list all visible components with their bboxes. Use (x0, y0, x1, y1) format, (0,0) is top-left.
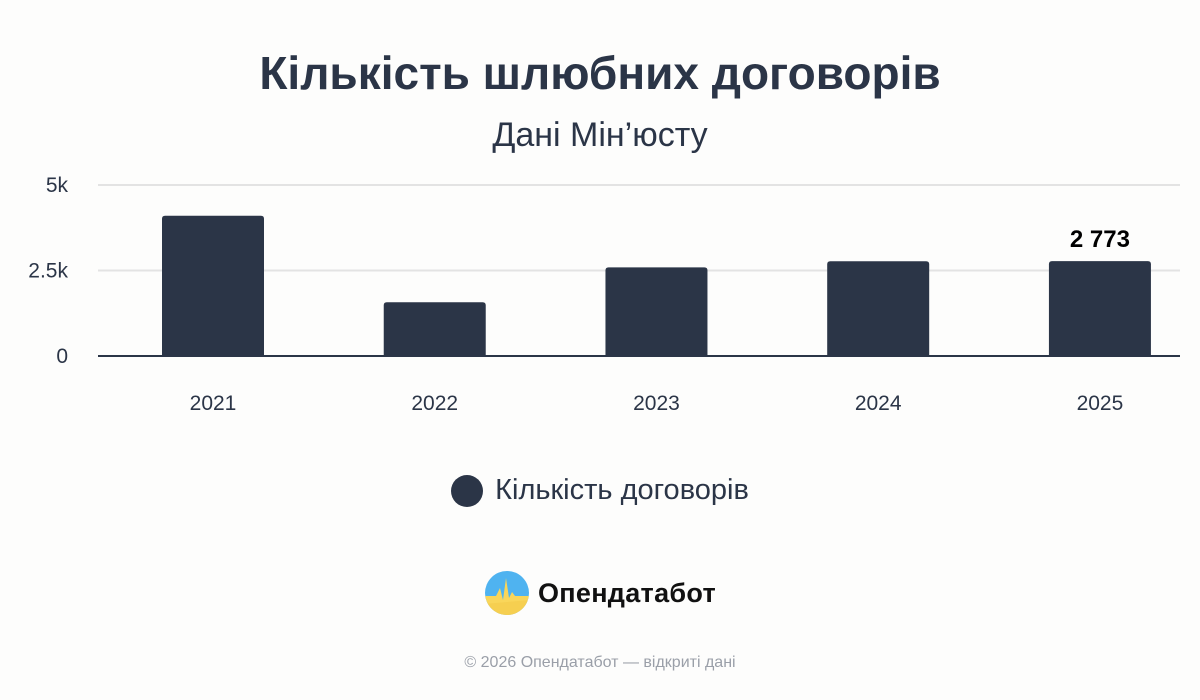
y-tick-label: 2.5k (28, 260, 68, 283)
x-tick-label: 2025 (1077, 392, 1124, 415)
chart-title: Кількість шлюбних договорів (259, 47, 941, 99)
chart-subtitle: Дані Мін’юсту (492, 116, 708, 154)
x-tick-label: 2021 (190, 392, 237, 415)
x-tick-label: 2023 (633, 392, 680, 415)
x-tick-label: 2024 (855, 392, 902, 415)
bar-chart: 0 2.5k 5k 2021 2022 2023 2024 2025 2 773 (28, 174, 1180, 415)
y-tick-label: 0 (56, 345, 68, 368)
opendatabot-logo-icon (484, 571, 529, 615)
footer-copyright: © 2026 Опендатабот — відкриті дані (464, 654, 736, 671)
y-tick-label: 5k (46, 174, 69, 197)
legend-label: Кількість договорів (495, 474, 749, 506)
bar-2025 (1048, 261, 1151, 356)
data-label: 2 773 (1070, 226, 1130, 253)
brand-name: Опендатабот (537, 577, 717, 608)
brand: Опендатабот (0, 570, 1200, 616)
bar-2024 (827, 261, 930, 356)
bar-2022 (383, 302, 486, 356)
legend[interactable]: Кількість договорів (0, 474, 1200, 507)
legend-marker (451, 474, 484, 507)
bar-2023 (605, 267, 708, 356)
x-tick-label: 2022 (411, 392, 458, 415)
bar-2021 (162, 215, 264, 356)
